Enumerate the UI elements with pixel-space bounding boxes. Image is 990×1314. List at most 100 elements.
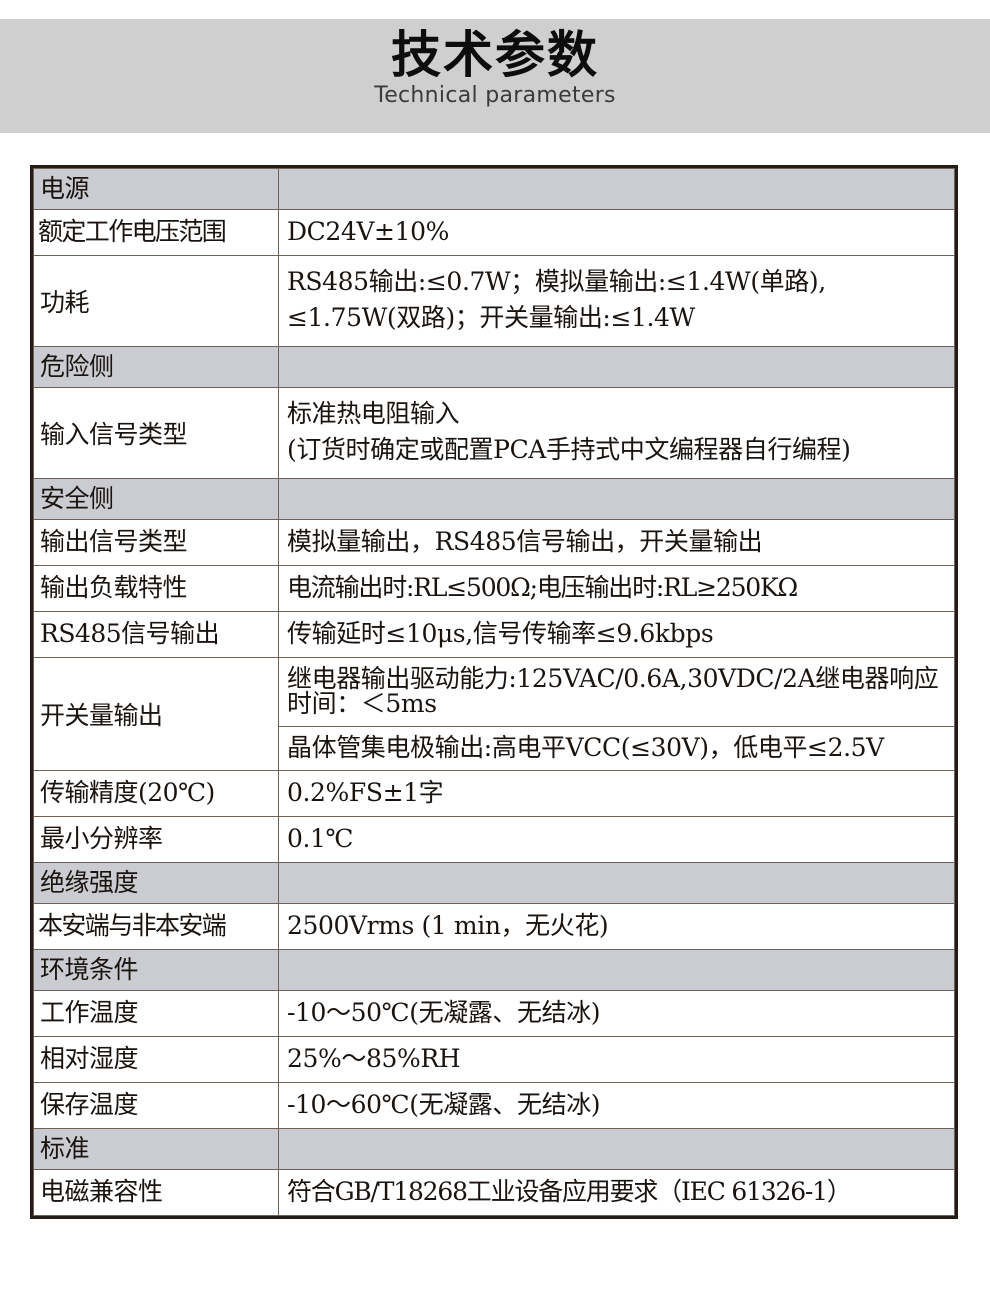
section-label: 电源 xyxy=(40,173,90,203)
parameter-label-cell: 最小分辨率 xyxy=(33,816,279,863)
table-row: 工作温度 -10～50℃(无凝露、无结冰) xyxy=(33,990,955,1037)
parameter-value-line: ≤1.75W(双路)；开关量输出:≤1.4W xyxy=(287,303,695,332)
parameter-label: 输入信号类型 xyxy=(40,420,188,449)
table-row: 传输精度(20℃) 0.2%FS±1字 xyxy=(33,770,955,817)
parameter-value-cell: 模拟量输出，RS485信号输出，开关量输出 xyxy=(278,519,955,566)
parameter-value-cell: 传输延时≤10μs,信号传输率≤9.6kbps xyxy=(278,611,955,658)
parameter-value-cell: 符合GB/T18268工业设备应用要求（IEC 61326-1） xyxy=(278,1169,955,1216)
technical-parameters-table: 电源额定工作电压范围 DC24V±10% 功耗 RS485输出:≤0.7W；模拟量输出… xyxy=(30,165,958,1219)
parameter-value-cell: 电流输出时:RL≤500Ω;电压输出时:RL≥250KΩ xyxy=(278,565,955,612)
parameter-value-block-cell: 晶体管集电极输出:高电平VCC(≤30V)，低电平≤2.5V xyxy=(279,727,954,771)
table-section-row: 环境条件 xyxy=(33,949,955,991)
table-row: 本安端与非本安端 2500Vrms (1 min，无火花) xyxy=(33,903,955,950)
table-row: 开关量输出 继电器输出驱动能力:125VAC/0.6A,30VDC/2A继电器响应… xyxy=(33,657,955,771)
parameter-value: 电流输出时:RL≤500Ω;电压输出时:RL≥250KΩ xyxy=(287,573,798,602)
table-section-row: 标准 xyxy=(33,1128,955,1170)
parameter-label: 额定工作电压范围 xyxy=(38,217,227,246)
parameter-label-cell: 输出信号类型 xyxy=(33,519,279,566)
parameter-value-line: 继电器响应时间：＜5ms xyxy=(287,664,939,718)
section-empty-cell xyxy=(278,949,955,991)
section-label: 环境条件 xyxy=(40,954,139,984)
parameter-label-cell: RS485信号输出 xyxy=(33,611,279,658)
parameter-value-subtable: 继电器输出驱动能力:125VAC/0.6A,30VDC/2A继电器响应时间：＜5… xyxy=(279,658,954,770)
table-row: 输出信号类型 模拟量输出，RS485信号输出，开关量输出 xyxy=(33,519,955,566)
parameter-value-cell: 继电器输出驱动能力:125VAC/0.6A,30VDC/2A继电器响应时间：＜5… xyxy=(278,657,955,771)
section-label: 安全侧 xyxy=(40,483,114,513)
table-row: 额定工作电压范围 DC24V±10% xyxy=(33,209,955,256)
section-label: 绝缘强度 xyxy=(40,867,139,897)
parameter-label-cell: 相对湿度 xyxy=(33,1036,279,1083)
parameter-value: DC24V±10% xyxy=(287,217,449,246)
parameter-value-cell: 25%～85%RH xyxy=(278,1036,955,1083)
parameter-value-cell: -10～60℃(无凝露、无结冰) xyxy=(278,1082,955,1129)
table-row: 输入信号类型 标准热电阻输入 (订货时确定或配置PCA手持式中文编程器自行编程) xyxy=(33,387,955,479)
section-empty-cell xyxy=(278,346,955,388)
parameter-value: 25%～85%RH xyxy=(287,1044,461,1073)
parameter-label: RS485信号输出 xyxy=(40,619,220,648)
parameter-label-cell: 传输精度(20℃) xyxy=(33,770,279,817)
parameter-value-line: 高电平VCC(≤30V)，低电平≤2.5V xyxy=(491,733,884,762)
section-label-cell: 标准 xyxy=(33,1128,279,1170)
spec-table-body: 电源额定工作电压范围 DC24V±10% 功耗 RS485输出:≤0.7W；模拟量输出… xyxy=(33,168,955,1216)
parameter-value-block: 继电器输出驱动能力:125VAC/0.6A,30VDC/2A继电器响应时间：＜5… xyxy=(279,658,954,727)
parameter-value: 符合GB/T18268工业设备应用要求（IEC 61326-1） xyxy=(287,1177,852,1206)
section-empty-cell xyxy=(278,862,955,904)
section-label: 标准 xyxy=(40,1133,90,1163)
parameter-label: 功耗 xyxy=(40,288,90,317)
table-section-row: 绝缘强度 xyxy=(33,862,955,904)
parameter-value-cell: 0.2%FS±1字 xyxy=(278,770,955,817)
parameter-label-cell: 本安端与非本安端 xyxy=(33,903,279,950)
page-title: 技术参数 xyxy=(391,26,599,84)
parameter-value: 传输延时≤10μs,信号传输率≤9.6kbps xyxy=(287,619,714,648)
parameter-value: 2500Vrms (1 min，无火花) xyxy=(287,911,609,940)
parameter-label: 最小分辨率 xyxy=(40,824,163,853)
section-label-cell: 环境条件 xyxy=(33,949,279,991)
parameter-value-line: 晶体管集电极输出: xyxy=(287,733,492,762)
parameter-label-cell: 功耗 xyxy=(33,255,279,347)
parameter-label: 相对湿度 xyxy=(40,1044,139,1073)
parameter-value: -10～60℃(无凝露、无结冰) xyxy=(287,1090,601,1119)
parameter-label: 工作温度 xyxy=(40,998,139,1027)
section-empty-cell xyxy=(278,478,955,520)
parameter-value: RS485输出:≤0.7W；模拟量输出:≤1.4W(单路), ≤1.75W(双路)… xyxy=(279,256,954,346)
parameter-label-cell: 输出负载特性 xyxy=(33,565,279,612)
parameter-value-line: (订货时确定或配置PCA手持式中文编程器自行编程) xyxy=(287,435,851,464)
parameter-value-cell: RS485输出:≤0.7W；模拟量输出:≤1.4W(单路), ≤1.75W(双路)… xyxy=(278,255,955,347)
parameter-value-block: 晶体管集电极输出:高电平VCC(≤30V)，低电平≤2.5V xyxy=(279,727,954,771)
parameter-label-cell: 开关量输出 xyxy=(33,657,279,771)
section-empty-cell xyxy=(278,1128,955,1170)
section-label-cell: 电源 xyxy=(33,168,279,210)
parameter-value-cell: 2500Vrms (1 min，无火花) xyxy=(278,903,955,950)
table-row: 输出负载特性 电流输出时:RL≤500Ω;电压输出时:RL≥250KΩ xyxy=(33,565,955,612)
section-label-cell: 绝缘强度 xyxy=(33,862,279,904)
page-header-band: 技术参数 Technical parameters xyxy=(0,19,990,133)
parameter-label: 电磁兼容性 xyxy=(40,1177,163,1206)
parameter-label: 输出负载特性 xyxy=(40,573,188,602)
parameter-value-cell: 标准热电阻输入 (订货时确定或配置PCA手持式中文编程器自行编程) xyxy=(278,387,955,479)
spec-table: 电源额定工作电压范围 DC24V±10% 功耗 RS485输出:≤0.7W；模拟量输出… xyxy=(33,168,955,1216)
parameter-value: 标准热电阻输入 (订货时确定或配置PCA手持式中文编程器自行编程) xyxy=(279,388,954,478)
table-row: 电磁兼容性 符合GB/T18268工业设备应用要求（IEC 61326-1） xyxy=(33,1169,955,1216)
section-label: 危险侧 xyxy=(40,351,114,381)
table-section-row: 电源 xyxy=(33,168,955,210)
parameter-value: 模拟量输出，RS485信号输出，开关量输出 xyxy=(287,527,763,556)
table-row: 保存温度 -10～60℃(无凝露、无结冰) xyxy=(33,1082,955,1129)
parameter-value-line: 标准热电阻输入 xyxy=(287,399,460,428)
table-row: 相对湿度 25%～85%RH xyxy=(33,1036,955,1083)
parameter-label-cell: 保存温度 xyxy=(33,1082,279,1129)
table-section-row: 危险侧 xyxy=(33,346,955,388)
parameter-value-cell: DC24V±10% xyxy=(278,209,955,256)
parameter-value: 0.1℃ xyxy=(287,824,354,853)
table-row: 功耗 RS485输出:≤0.7W；模拟量输出:≤1.4W(单路), ≤1.75W(双… xyxy=(33,255,955,347)
parameter-label-cell: 输入信号类型 xyxy=(33,387,279,479)
section-label-cell: 安全侧 xyxy=(33,478,279,520)
section-label-cell: 危险侧 xyxy=(33,346,279,388)
parameter-value-line: RS485输出:≤0.7W；模拟量输出:≤1.4W(单路), xyxy=(287,267,826,296)
parameter-value-cell: 0.1℃ xyxy=(278,816,955,863)
page-subtitle: Technical parameters xyxy=(374,83,616,108)
parameter-label: 本安端与非本安端 xyxy=(38,911,227,940)
table-row: RS485信号输出 传输延时≤10μs,信号传输率≤9.6kbps xyxy=(33,611,955,658)
parameter-value-cell: -10～50℃(无凝露、无结冰) xyxy=(278,990,955,1037)
parameter-label-cell: 工作温度 xyxy=(33,990,279,1037)
parameter-value-block-cell: 继电器输出驱动能力:125VAC/0.6A,30VDC/2A继电器响应时间：＜5… xyxy=(279,658,954,727)
